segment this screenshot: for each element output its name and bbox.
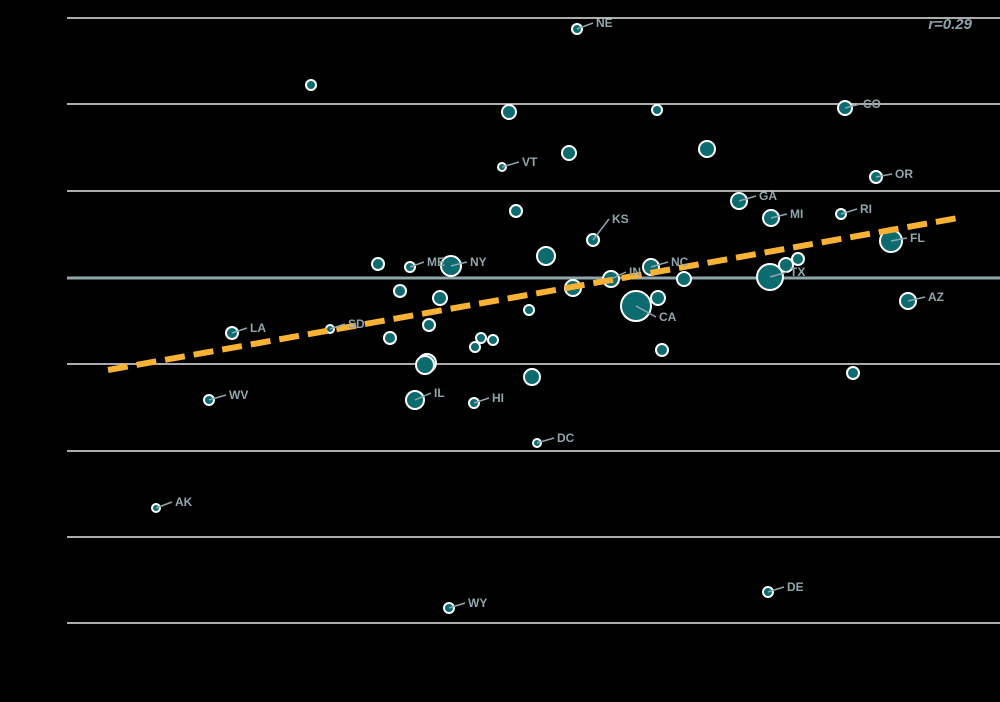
- data-point[interactable]: [305, 79, 317, 91]
- data-point[interactable]: [422, 318, 436, 332]
- point-label: DC: [557, 431, 575, 445]
- label-leader: [635, 305, 657, 318]
- label-leader: [907, 296, 926, 302]
- data-point[interactable]: [509, 204, 523, 218]
- label-leader: [329, 323, 346, 330]
- point-label: ME: [427, 255, 445, 269]
- point-label: AK: [175, 495, 193, 509]
- data-point[interactable]: [561, 145, 577, 161]
- label-leader: [409, 261, 425, 268]
- point-label: NE: [596, 16, 613, 30]
- data-point[interactable]: [371, 257, 385, 271]
- point-label: VT: [522, 155, 538, 169]
- data-point[interactable]: [432, 290, 448, 306]
- label-leader: [738, 195, 757, 202]
- trendline: [107, 215, 959, 373]
- label-leader: [208, 394, 227, 401]
- data-points: [151, 23, 917, 614]
- point-label: WY: [468, 596, 487, 610]
- label-leader: [414, 392, 432, 401]
- label-leader: [473, 397, 490, 404]
- data-point[interactable]: [469, 341, 481, 353]
- label-leader: [450, 261, 468, 267]
- data-point[interactable]: [676, 271, 692, 287]
- label-leader: [890, 237, 908, 242]
- point-labels: NE CO VT OR GA MI RI KS FL ME NY NC IN TX CA AZ LA SD WV IL…: [155, 16, 944, 610]
- label-leader: [231, 327, 248, 334]
- point-label: CO: [863, 97, 881, 111]
- data-point[interactable]: [383, 331, 397, 345]
- data-point[interactable]: [393, 284, 407, 298]
- point-label: HI: [492, 391, 504, 405]
- label-leader: [650, 261, 669, 268]
- point-label: NY: [470, 255, 487, 269]
- point-label: NC: [671, 255, 689, 269]
- point-label: MI: [790, 207, 803, 221]
- point-label: OR: [895, 167, 913, 181]
- data-point[interactable]: [846, 366, 860, 380]
- label-leader: [448, 602, 466, 609]
- label-leader: [767, 586, 785, 593]
- label-leader: [501, 161, 520, 168]
- point-label: GA: [759, 189, 777, 203]
- point-label: IL: [434, 386, 445, 400]
- data-point[interactable]: [791, 252, 805, 266]
- gridlines: [67, 17, 1000, 624]
- label-leader: [536, 437, 555, 444]
- data-point[interactable]: [523, 304, 535, 316]
- data-point[interactable]: [650, 290, 666, 306]
- label-leader: [576, 22, 594, 30]
- point-label: CA: [659, 310, 677, 324]
- point-label: WV: [229, 388, 248, 402]
- data-point[interactable]: [501, 104, 517, 120]
- regression-line: [107, 215, 959, 373]
- label-leader: [844, 103, 861, 109]
- data-point[interactable]: [655, 343, 669, 357]
- point-label: DE: [787, 580, 804, 594]
- data-point[interactable]: [487, 334, 499, 346]
- data-point[interactable]: [698, 140, 716, 158]
- correlation-annotation: r=0.29: [928, 16, 972, 33]
- point-label: TX: [790, 265, 805, 279]
- label-leader: [875, 173, 893, 178]
- point-label: FL: [910, 231, 925, 245]
- data-point[interactable]: [651, 104, 663, 116]
- data-point[interactable]: [523, 368, 541, 386]
- point-label: SD: [348, 317, 365, 331]
- point-label: RI: [860, 202, 872, 216]
- data-point[interactable]: [415, 355, 435, 375]
- point-label: IN: [629, 265, 641, 279]
- label-leader: [770, 213, 788, 219]
- point-label: LA: [250, 321, 266, 335]
- label-leader: [610, 271, 627, 280]
- label-leader: [592, 218, 610, 241]
- point-label: AZ: [928, 290, 944, 304]
- label-leader: [769, 271, 788, 278]
- label-leader: [840, 208, 858, 215]
- data-point[interactable]: [536, 246, 556, 266]
- label-leader: [155, 501, 173, 509]
- point-label: KS: [612, 212, 629, 226]
- data-point[interactable]: [475, 332, 487, 344]
